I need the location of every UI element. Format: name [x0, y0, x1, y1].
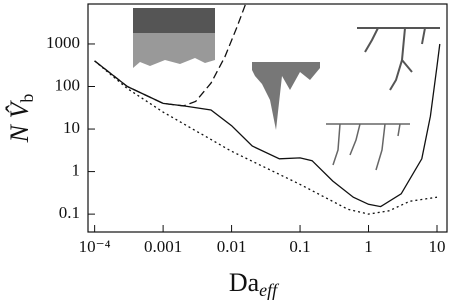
- inset-images: [133, 8, 440, 171]
- x-tick-label: 0.001: [144, 237, 182, 256]
- y-tick-label: 1: [72, 160, 81, 179]
- y-tick-label: 1000: [46, 33, 80, 52]
- y-axis-label: N V̂b: [5, 94, 37, 144]
- x-label-sub: eff: [259, 280, 280, 300]
- inset-branches: [357, 27, 440, 91]
- inset-fingers: [252, 62, 320, 130]
- x-tick-label: 0.01: [217, 237, 247, 256]
- y-tick-label: 0.1: [59, 203, 80, 222]
- x-tick-label: 10⁻⁴: [79, 237, 111, 256]
- series-line: [94, 4, 247, 107]
- inset-gray: [133, 33, 215, 68]
- x-tick-label: 10: [428, 237, 445, 256]
- y-tick-label: 100: [55, 75, 81, 94]
- x-axis-label: Daeff: [229, 268, 280, 300]
- y-tick-label: 10: [63, 118, 80, 137]
- y-label-main: N V̂: [5, 100, 34, 144]
- inset-branches-2: [326, 123, 410, 171]
- y-label-sub: b: [17, 94, 37, 103]
- inset-dark: [133, 8, 215, 33]
- plot-frame: [87, 3, 448, 233]
- x-label-main: Da: [229, 268, 260, 297]
- x-tick-label: 0.1: [289, 237, 310, 256]
- x-tick-label: 1: [364, 237, 373, 256]
